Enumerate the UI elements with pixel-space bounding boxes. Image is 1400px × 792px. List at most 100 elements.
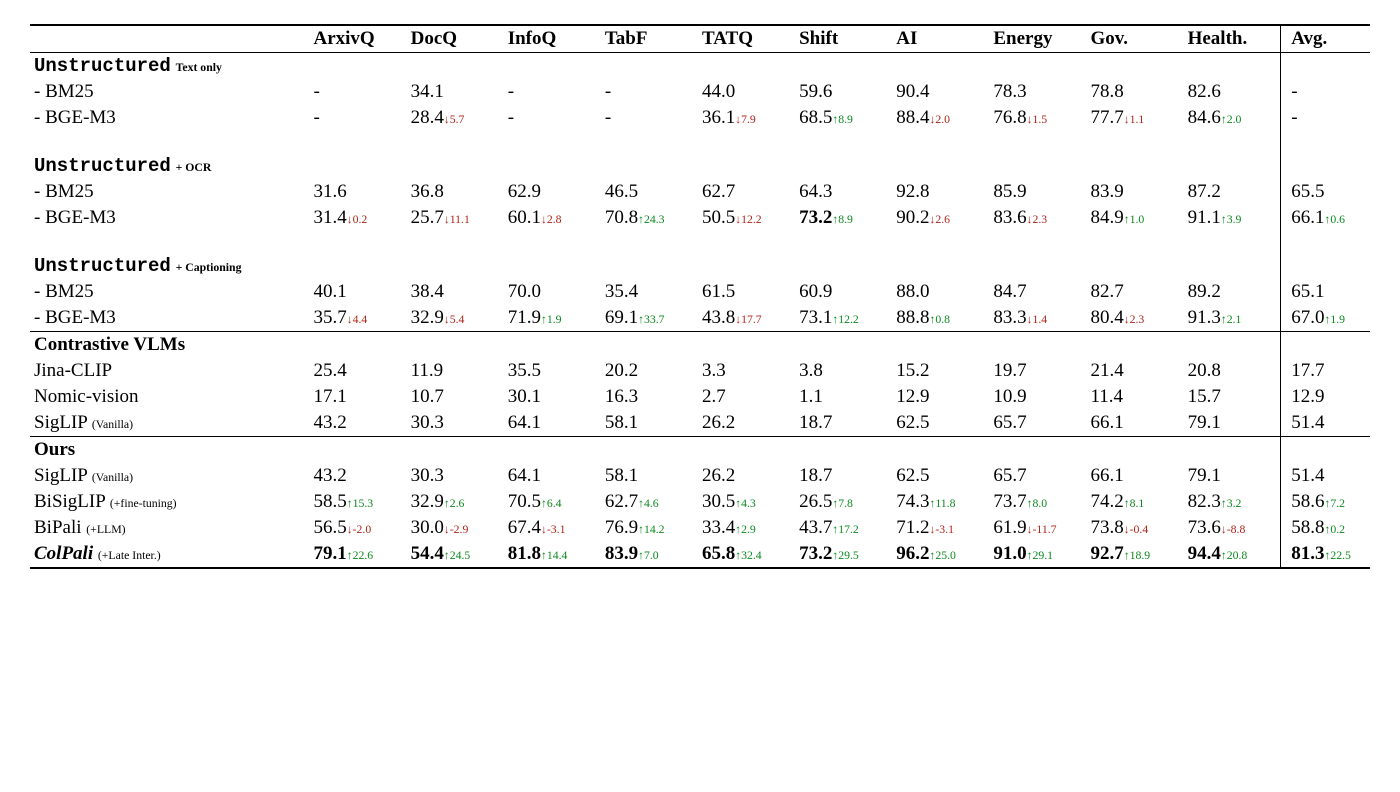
cell: 82.7	[1086, 279, 1183, 305]
col-tatq: TATQ	[698, 25, 795, 53]
cell	[989, 131, 1086, 153]
cell: 67.4↓-3.1	[504, 515, 601, 541]
cell: 61.5	[698, 279, 795, 305]
cell: 74.2↑8.1	[1086, 489, 1183, 515]
cell: 71.2↓-3.1	[892, 515, 989, 541]
row-label: - BM25	[30, 279, 309, 305]
cell: 66.1	[1086, 463, 1183, 489]
cell: 65.5	[1281, 179, 1370, 205]
cell	[309, 53, 406, 80]
section-label: Contrastive VLMs	[30, 332, 309, 359]
cell: 26.2	[698, 410, 795, 437]
cell: -	[601, 105, 698, 131]
cell: 26.5↑7.8	[795, 489, 892, 515]
cell: 56.5↓-2.0	[309, 515, 406, 541]
cell	[892, 53, 989, 80]
cell: 43.2	[309, 463, 406, 489]
cell: 96.2↑25.0	[892, 541, 989, 568]
cell	[1281, 131, 1370, 153]
cell	[601, 53, 698, 80]
section-header: Contrastive VLMs	[30, 332, 1370, 359]
cell	[407, 253, 504, 279]
cell: 67.0↑1.9	[1281, 305, 1370, 332]
cell: -	[1281, 105, 1370, 131]
cell: 17.1	[309, 384, 406, 410]
table-row: - BM25-34.1--44.059.690.478.378.882.6-	[30, 79, 1370, 105]
cell: 15.2	[892, 358, 989, 384]
section-label: Ours	[30, 437, 309, 464]
cell: 60.9	[795, 279, 892, 305]
cell	[989, 231, 1086, 253]
cell	[407, 231, 504, 253]
cell: 20.2	[601, 358, 698, 384]
cell: 60.1↓2.8	[504, 205, 601, 231]
cell: 30.3	[407, 410, 504, 437]
cell: 91.1↑3.9	[1184, 205, 1281, 231]
cell: 78.3	[989, 79, 1086, 105]
cell: -	[1281, 79, 1370, 105]
cell: 10.9	[989, 384, 1086, 410]
cell: 20.8	[1184, 358, 1281, 384]
cell: 90.4	[892, 79, 989, 105]
cell: 35.7↓4.4	[309, 305, 406, 332]
table-row: BiPali (+LLM)56.5↓-2.030.0↓-2.967.4↓-3.1…	[30, 515, 1370, 541]
table-row: ColPali (+Late Inter.)79.1↑22.654.4↑24.5…	[30, 541, 1370, 568]
cell: 30.3	[407, 463, 504, 489]
cell: 73.1↑12.2	[795, 305, 892, 332]
cell: 3.3	[698, 358, 795, 384]
header-row: ArxivQ DocQ InfoQ TabF TATQ Shift AI Ene…	[30, 25, 1370, 53]
cell: 92.8	[892, 179, 989, 205]
cell: 91.0↑29.1	[989, 541, 1086, 568]
cell	[1086, 153, 1183, 179]
cell	[309, 153, 406, 179]
cell: -	[309, 79, 406, 105]
col-ai: AI	[892, 25, 989, 53]
cell: 66.1↑0.6	[1281, 205, 1370, 231]
cell	[795, 253, 892, 279]
cell	[1281, 53, 1370, 80]
cell	[1281, 253, 1370, 279]
cell: 94.4↑20.8	[1184, 541, 1281, 568]
cell: -	[504, 79, 601, 105]
cell	[407, 131, 504, 153]
row-label: ColPali (+Late Inter.)	[30, 541, 309, 568]
cell: 33.4↑2.9	[698, 515, 795, 541]
cell: 51.4	[1281, 463, 1370, 489]
cell	[989, 332, 1086, 359]
section-header: Unstructured + OCR	[30, 153, 1370, 179]
cell	[407, 332, 504, 359]
cell: 2.7	[698, 384, 795, 410]
cell	[601, 253, 698, 279]
cell	[1281, 332, 1370, 359]
cell	[407, 153, 504, 179]
cell: 71.9↑1.9	[504, 305, 601, 332]
cell: 65.7	[989, 463, 1086, 489]
cell	[1086, 253, 1183, 279]
cell	[892, 332, 989, 359]
col-health: Health.	[1184, 25, 1281, 53]
cell: 84.6↑2.0	[1184, 105, 1281, 131]
cell: 73.2↑29.5	[795, 541, 892, 568]
cell	[1184, 231, 1281, 253]
cell	[989, 53, 1086, 80]
cell	[309, 131, 406, 153]
cell: 70.0	[504, 279, 601, 305]
cell	[892, 131, 989, 153]
cell	[1184, 437, 1281, 464]
cell: 73.2↑8.9	[795, 205, 892, 231]
cell	[795, 153, 892, 179]
col-arxivq: ArxivQ	[309, 25, 406, 53]
cell: 81.8↑14.4	[504, 541, 601, 568]
cell	[1184, 153, 1281, 179]
cell: 64.1	[504, 410, 601, 437]
cell	[795, 53, 892, 80]
row-label: - BGE-M3	[30, 105, 309, 131]
cell: 79.1	[1184, 463, 1281, 489]
cell: 43.7↑17.2	[795, 515, 892, 541]
row-label: Nomic-vision	[30, 384, 309, 410]
cell	[504, 231, 601, 253]
cell	[601, 332, 698, 359]
cell: 30.0↓-2.9	[407, 515, 504, 541]
table-row: - BGE-M331.4↓0.225.7↓11.160.1↓2.870.8↑24…	[30, 205, 1370, 231]
cell: 25.4	[309, 358, 406, 384]
